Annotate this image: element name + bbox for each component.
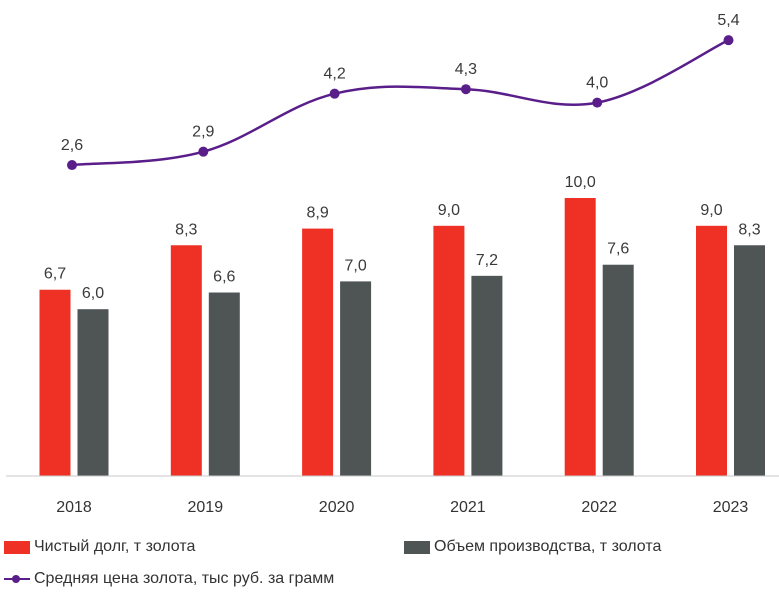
- gold-price-point-2019: [198, 146, 209, 157]
- bar-production-2022: [602, 264, 634, 476]
- legend-swatch-net-debt: [4, 540, 30, 554]
- gold-price-point-2023: [723, 35, 734, 46]
- data-label-production-2021: 7,2: [476, 252, 498, 269]
- data-label-net-debt-2023: 9,0: [700, 202, 722, 219]
- data-label-production-2023: 8,3: [738, 221, 760, 238]
- x-tick-2020: 2020: [319, 499, 355, 516]
- data-label-net-debt-2022: 10,0: [565, 174, 596, 191]
- legend-label-gold-price: Средняя цена золота, тыс руб. за грамм: [34, 570, 335, 587]
- bar-production-2019: [208, 292, 240, 476]
- x-tick-2018: 2018: [56, 499, 92, 516]
- data-label-net-debt-2020: 8,9: [306, 205, 328, 222]
- legend-item-net-debt: Чистый долг, т золота: [4, 538, 195, 556]
- bar-production-2023: [734, 245, 765, 476]
- data-label-gold-price-2020: 4,2: [323, 66, 345, 83]
- x-axis-ticks: 2018 2019 2020 2021 2022 2023: [56, 499, 748, 516]
- data-label-gold-price-2019: 2,9: [192, 124, 214, 141]
- x-tick-2021: 2021: [450, 499, 486, 516]
- bar-net-debt-2018: [39, 289, 71, 476]
- data-label-net-debt-2018: 6,7: [44, 266, 66, 283]
- data-label-production-2018: 6,0: [82, 285, 104, 302]
- legend-label-production: Объем производства, т золота: [434, 538, 662, 555]
- gold-price-point-2020: [329, 88, 340, 99]
- gold-price-line: [71, 39, 730, 167]
- gold-price-point-2021: [460, 84, 471, 95]
- gold-price-point-2022: [592, 97, 603, 108]
- bar-net-debt-2022: [564, 198, 596, 476]
- bar-net-debt-2023: [696, 225, 727, 476]
- legend-swatch-production: [404, 540, 430, 554]
- bar-production-2018: [77, 309, 109, 476]
- data-label-production-2019: 6,6: [213, 269, 235, 286]
- bar-production-2021: [471, 275, 503, 476]
- line-layer: [67, 35, 734, 171]
- data-label-net-debt-2019: 8,3: [175, 221, 197, 238]
- x-tick-2019: 2019: [188, 499, 224, 516]
- data-label-production-2020: 7,0: [344, 257, 366, 274]
- data-label-gold-price-2018: 2,6: [61, 137, 83, 154]
- bar-production-2020: [340, 281, 372, 476]
- data-label-gold-price-2023: 5,4: [717, 12, 739, 29]
- bar-net-debt-2019: [170, 245, 202, 476]
- gold-price-point-2018: [67, 160, 77, 171]
- bars-layer: [39, 198, 765, 476]
- legend: Чистый долг, т золота Объем производства…: [0, 532, 779, 596]
- data-label-production-2022: 7,6: [607, 241, 629, 258]
- legend-label-net-debt: Чистый долг, т золота: [34, 538, 196, 555]
- data-label-gold-price-2021: 4,3: [455, 61, 477, 78]
- data-label-gold-price-2022: 4,0: [586, 75, 608, 92]
- legend-swatch-gold-price: [4, 573, 30, 586]
- legend-item-gold-price: Средняя цена золота, тыс руб. за грамм: [4, 570, 334, 588]
- x-tick-2023: 2023: [713, 499, 749, 516]
- x-tick-2022: 2022: [581, 499, 617, 516]
- labels-layer: 6,7 6,0 8,3 6,6 8,9 7,0 9,0 7,2 10,0 7,6 9,0 8,3 2,6…: [44, 12, 761, 302]
- data-label-net-debt-2021: 9,0: [438, 202, 460, 219]
- bar-net-debt-2020: [302, 228, 334, 476]
- chart: 6,7 6,0 8,3 6,6 8,9 7,0 9,0 7,2 10,0 7,6 9,0 8,3 2,6…: [6, 12, 779, 516]
- bar-net-debt-2021: [433, 225, 465, 476]
- legend-item-production: Объем производства, т золота: [404, 538, 661, 556]
